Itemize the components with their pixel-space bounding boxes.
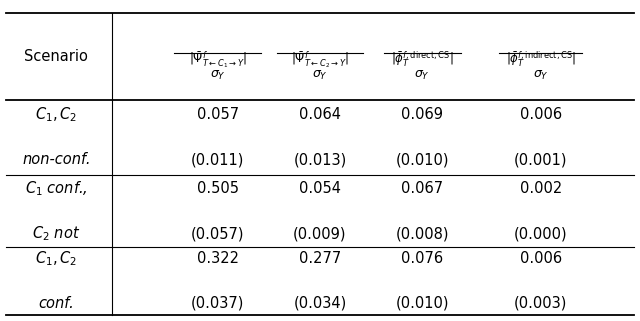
Text: non-conf.: non-conf. [22, 152, 91, 167]
Text: $|\bar{\phi}^{f,\mathrm{indirect, CS}}_T|$: $|\bar{\phi}^{f,\mathrm{indirect, CS}}_T… [506, 50, 576, 69]
Text: $\sigma_Y$: $\sigma_Y$ [312, 69, 328, 82]
Text: (0.010): (0.010) [396, 152, 449, 167]
Text: (0.034): (0.034) [293, 296, 347, 311]
Text: (0.003): (0.003) [514, 296, 568, 311]
Text: $|\bar{\phi}^{f,\mathrm{direct, CS}}_T|$: $|\bar{\phi}^{f,\mathrm{direct, CS}}_T|$ [391, 50, 454, 69]
Text: (0.057): (0.057) [191, 226, 244, 241]
Text: Scenario: Scenario [24, 49, 88, 64]
Text: $C_1, C_2$: $C_1, C_2$ [35, 105, 77, 124]
Text: (0.013): (0.013) [293, 152, 347, 167]
Text: (0.001): (0.001) [514, 152, 568, 167]
Text: 0.064: 0.064 [299, 107, 341, 122]
Text: 0.054: 0.054 [299, 181, 341, 196]
Text: $|\bar{\Psi}^f_{T \leftarrow C_1 \rightarrow Y}|$: $|\bar{\Psi}^f_{T \leftarrow C_1 \righta… [189, 49, 246, 70]
Text: $\sigma_Y$: $\sigma_Y$ [210, 69, 225, 82]
Text: $\sigma_Y$: $\sigma_Y$ [415, 69, 430, 82]
Text: 0.069: 0.069 [401, 107, 444, 122]
Text: 0.002: 0.002 [520, 181, 562, 196]
Text: $|\bar{\Psi}^f_{T \leftarrow C_2 \rightarrow Y}|$: $|\bar{\Psi}^f_{T \leftarrow C_2 \righta… [291, 49, 349, 70]
Text: 0.006: 0.006 [520, 107, 562, 122]
Text: (0.008): (0.008) [396, 226, 449, 241]
Text: 0.076: 0.076 [401, 251, 444, 266]
Text: 0.505: 0.505 [196, 181, 239, 196]
Text: (0.011): (0.011) [191, 152, 244, 167]
Text: $C_1$ conf.,: $C_1$ conf., [25, 179, 88, 198]
Text: $C_2$ not: $C_2$ not [32, 224, 81, 243]
Text: 0.322: 0.322 [196, 251, 239, 266]
Text: $\sigma_Y$: $\sigma_Y$ [533, 69, 548, 82]
Text: 0.057: 0.057 [196, 107, 239, 122]
Text: (0.010): (0.010) [396, 296, 449, 311]
Text: (0.000): (0.000) [514, 226, 568, 241]
Text: 0.067: 0.067 [401, 181, 444, 196]
Text: (0.009): (0.009) [293, 226, 347, 241]
Text: (0.037): (0.037) [191, 296, 244, 311]
Text: conf.: conf. [38, 296, 74, 311]
Text: 0.277: 0.277 [299, 251, 341, 266]
Text: 0.006: 0.006 [520, 251, 562, 266]
Text: $C_1, C_2$: $C_1, C_2$ [35, 249, 77, 268]
